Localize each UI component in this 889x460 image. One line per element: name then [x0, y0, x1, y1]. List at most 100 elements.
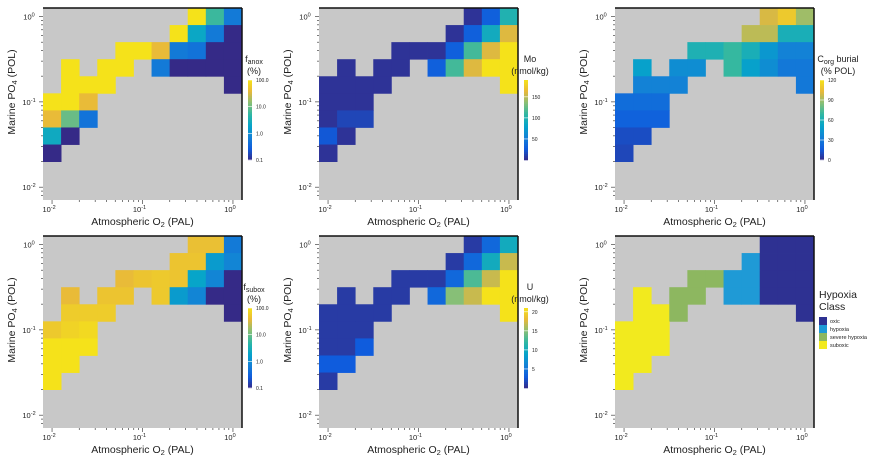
heatmap-cell [205, 236, 225, 254]
heatmap-cell [615, 144, 634, 162]
heatmap-cell [187, 236, 207, 254]
heatmap-cell [319, 110, 338, 128]
heatmap-cell [741, 25, 761, 43]
colorbar-segment [524, 154, 528, 157]
heatmap-cell [759, 25, 779, 43]
colorbar-segment [524, 376, 528, 379]
panel-f-anox: 10-2 10-1 100 100 10-1 10-2 Atmospheric O2 (PA… [6, 7, 269, 229]
heatmap-cell [391, 42, 410, 60]
x-tick-label: 100 [500, 205, 511, 214]
x-tick-label: 10-1 [705, 205, 718, 214]
heatmap-cell [409, 270, 428, 288]
heatmap-cell [777, 42, 797, 60]
colorbar-segment [524, 84, 528, 87]
y-axis-label: Marine PO4 (POL) [282, 49, 295, 134]
heatmap-cell [151, 287, 171, 305]
colorbar-segment [248, 340, 252, 343]
colorbar-segment [820, 110, 824, 113]
panel-f-subox: 10-2 10-1 100 100 10-1 10-2 Atmospheric O2 (PA… [6, 235, 269, 457]
heatmap-cell [205, 8, 225, 26]
heatmap-cell [687, 42, 706, 60]
colorbar-segment [248, 140, 252, 143]
x-tick-label: 10-2 [42, 433, 55, 442]
colorbar-segment [820, 126, 824, 129]
y-tick-label: 10-2 [298, 183, 311, 192]
colorbar-segment [524, 320, 528, 323]
colorbar-segment [524, 96, 528, 99]
colorbar-segment [248, 110, 252, 113]
heatmap-cell [115, 270, 134, 288]
heatmap-cell [187, 253, 207, 271]
heatmap-cell [61, 321, 80, 339]
colorbar-u: U (nmol/kg) 20 15 10 5 [511, 282, 549, 389]
heatmap-cell [795, 253, 815, 271]
legend-swatch [819, 317, 827, 325]
heatmap-cell [319, 372, 338, 390]
colorbar-segment [524, 118, 528, 121]
colorbar-segment [524, 382, 528, 385]
heatmap-cell [337, 59, 356, 77]
colorbar-tick-label: 90 [828, 98, 834, 104]
colorbar-segment [248, 104, 252, 107]
colorbar-segment [524, 310, 528, 313]
colorbar-segment [524, 354, 528, 357]
heatmap-cell [97, 287, 116, 305]
heatmap-cell [463, 8, 483, 26]
heatmap-cell [723, 270, 743, 288]
heatmap-cell [481, 59, 501, 77]
x-tick-label: 10-1 [705, 433, 718, 442]
heatmap-cell [499, 270, 519, 288]
x-tick-label: 10-2 [614, 433, 627, 442]
colorbar-title: Mo [524, 54, 537, 64]
heatmap-cell [463, 236, 483, 254]
colorbar-segment [524, 102, 528, 105]
colorbar-segment [524, 336, 528, 339]
heatmap-cell [759, 253, 779, 271]
colorbar-segment [248, 308, 252, 311]
colorbar-tick-label: 10 [532, 348, 538, 354]
heatmap-cell [61, 93, 80, 111]
colorbar-segment [820, 158, 824, 161]
colorbar-segment [524, 108, 528, 111]
colorbar-segment [248, 122, 252, 125]
heatmap-cell [43, 321, 62, 339]
heatmap-cell [651, 110, 670, 128]
colorbar-segment [820, 80, 824, 83]
colorbar-segment [248, 88, 252, 91]
colorbar-segment [820, 154, 824, 157]
colorbar-segment [524, 120, 528, 123]
colorbar-segment [524, 152, 528, 155]
y-axis-label: Marine PO4 (POL) [578, 49, 591, 134]
colorbar-segment [820, 150, 824, 153]
y-tick-label: 10-1 [22, 326, 35, 335]
colorbar-mo: Mo (nmol/kg) 150 100 50 [511, 54, 549, 161]
heatmap-cell [499, 59, 519, 77]
colorbar-segment [248, 326, 252, 329]
colorbar-segment [524, 364, 528, 367]
heatmap-cell [61, 287, 80, 305]
colorbar-segment [820, 156, 824, 159]
heatmap-cell [61, 127, 80, 145]
colorbar-segment [524, 324, 528, 327]
colorbar-title: Corg burial [817, 54, 858, 66]
heatmap-cell [169, 25, 189, 43]
x-tick-label: 10-2 [614, 205, 627, 214]
heatmap-cell [373, 287, 392, 305]
colorbar-segment [524, 350, 528, 353]
colorbar-segment [248, 316, 252, 319]
colorbar-segment [248, 80, 252, 83]
colorbar-segment [820, 84, 824, 87]
heatmap-cell [633, 287, 652, 305]
x-axis-label: Atmospheric O2 (PAL) [663, 444, 766, 457]
x-tick-label: 10-1 [133, 433, 146, 442]
heatmap-cell [759, 8, 779, 26]
colorbar-segment [820, 130, 824, 133]
y-tick-label: 100 [23, 241, 34, 250]
colorbar-segment [248, 94, 252, 97]
colorbar-segment [248, 112, 252, 115]
colorbar-segment [248, 334, 252, 337]
colorbar-segment [820, 106, 824, 109]
heatmap-cell [463, 270, 483, 288]
heatmap-cell [169, 42, 189, 60]
